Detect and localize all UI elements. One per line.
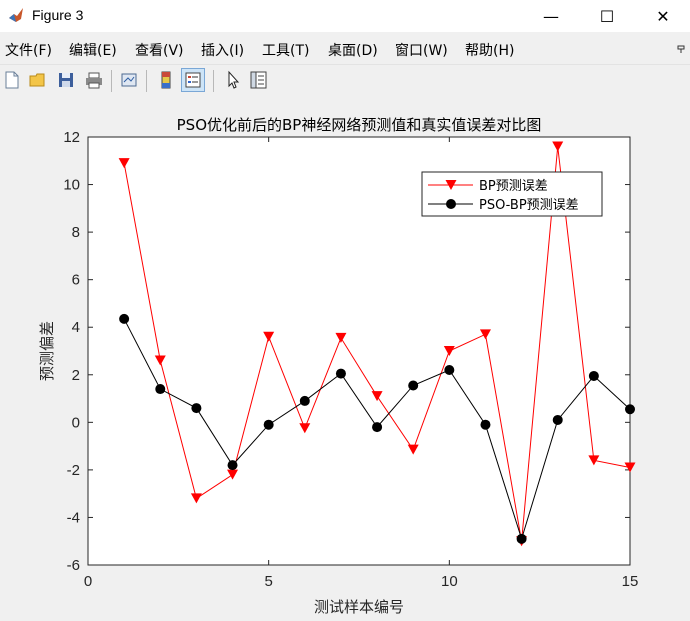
print-button[interactable]: [82, 68, 106, 92]
x-tick-label: 0: [84, 573, 92, 590]
title-bar: Figure 3 — ☐ ✕: [0, 0, 690, 32]
data-point-pso-bp: [119, 313, 130, 324]
menu-bar: 文件(F) 编辑(E) 查看(V) 插入(I) 工具(T) 桌面(D) 窗口(W…: [0, 32, 690, 64]
data-point-bp: [371, 391, 383, 402]
data-point-bp: [190, 493, 202, 504]
save-icon: [59, 73, 73, 87]
toolbar-separator: [146, 70, 147, 92]
x-tick-label: 15: [622, 573, 639, 590]
colorbar-icon: [161, 71, 171, 89]
menu-view[interactable]: 查看(V): [135, 43, 184, 59]
maximize-icon: ☐: [599, 6, 615, 26]
data-point-bp: [407, 444, 419, 455]
minimize-icon: —: [543, 6, 559, 26]
printer-icon: [86, 72, 102, 89]
matlab-icon: [9, 8, 23, 22]
legend-marker-pso: [446, 199, 456, 209]
menu-window[interactable]: 窗口(W): [395, 43, 448, 59]
colorbar-button[interactable]: [154, 68, 178, 92]
data-point-bp: [118, 158, 130, 169]
new-figure-button[interactable]: [0, 68, 24, 92]
x-tick-label: 10: [441, 573, 458, 590]
data-point-pso-bp: [552, 414, 563, 425]
data-point-pso-bp: [625, 404, 635, 415]
y-tick-label: 4: [72, 319, 80, 336]
y-tick-label: -6: [67, 557, 80, 574]
data-point-bp: [227, 469, 239, 480]
legend-label-pso: PSO-BP预测误差: [479, 198, 579, 213]
toolbar-separator: [111, 70, 112, 92]
close-button[interactable]: ✕: [640, 0, 686, 32]
y-tick-label: 6: [72, 272, 80, 289]
y-tick-label: 2: [72, 367, 80, 384]
series-layer: [118, 141, 636, 547]
data-point-bp: [154, 355, 166, 366]
data-point-bp: [552, 141, 564, 152]
menu-desktop[interactable]: 桌面(D): [328, 43, 378, 59]
data-point-bp: [263, 331, 275, 342]
pointer-icon: [228, 70, 240, 89]
property-inspector-button[interactable]: [246, 68, 270, 92]
data-point-bp: [299, 423, 311, 434]
figure-toolbar: [0, 64, 690, 97]
open-file-button[interactable]: [26, 68, 50, 92]
menu-edit[interactable]: 编辑(E): [69, 43, 117, 59]
data-point-pso-bp: [227, 460, 238, 471]
link-data-icon: [121, 73, 137, 87]
data-point-bp: [479, 329, 491, 340]
x-axis-label: 测试样本编号: [314, 598, 404, 616]
x-tick-label: 5: [264, 573, 272, 590]
y-tick-label: 0: [72, 414, 80, 431]
legend-icon: [185, 72, 201, 88]
data-point-pso-bp: [335, 368, 346, 379]
data-point-pso-bp: [155, 384, 166, 395]
y-tick-label: -2: [67, 462, 80, 479]
data-point-pso-bp: [480, 419, 491, 430]
data-point-pso-bp: [299, 395, 310, 406]
legend[interactable]: BP预测误差 PSO-BP预测误差: [421, 171, 603, 217]
save-button[interactable]: [54, 68, 78, 92]
maximize-button[interactable]: ☐: [584, 0, 630, 32]
data-point-bp: [624, 462, 636, 473]
new-figure-icon: [5, 71, 19, 89]
minimize-button[interactable]: —: [528, 0, 574, 32]
folder-icon: [29, 73, 45, 87]
close-icon: ✕: [656, 6, 670, 26]
menu-insert[interactable]: 插入(I): [201, 43, 245, 59]
property-inspector-icon: [250, 71, 267, 89]
data-point-pso-bp: [191, 403, 202, 414]
legend-label-bp: BP预测误差: [479, 179, 548, 194]
pin-icon[interactable]: [676, 44, 686, 54]
menu-file[interactable]: 文件(F): [5, 43, 52, 59]
data-point-pso-bp: [444, 365, 455, 376]
y-tick-label: 12: [63, 129, 80, 146]
chart-title: PSO优化前后的BP神经网络预测值和真实值误差对比图: [177, 116, 542, 134]
window-title: Figure 3: [32, 7, 84, 23]
data-point-pso-bp: [372, 422, 383, 433]
data-point-bp: [588, 455, 600, 466]
chart: 0 5 10 15 -6 -4 -2 0 2 4 6 8 10 12 PSO优化前后的BP神经网络预测值和…: [38, 116, 639, 616]
legend-button[interactable]: [181, 68, 205, 92]
menu-tools[interactable]: 工具(T): [262, 43, 310, 59]
data-point-pso-bp: [516, 533, 527, 544]
y-tick-label: 8: [72, 224, 80, 241]
pointer-button[interactable]: [221, 68, 245, 92]
data-point-pso-bp: [263, 419, 274, 430]
menu-help[interactable]: 帮助(H): [465, 43, 515, 59]
link-data-button[interactable]: [117, 68, 141, 92]
axes-box: [87, 136, 631, 566]
toolbar-separator: [213, 70, 214, 92]
y-tick-label: -4: [67, 509, 80, 526]
legend-marker-bp: [445, 180, 457, 190]
data-point-pso-bp: [408, 380, 419, 391]
data-point-pso-bp: [588, 370, 599, 381]
data-point-bp: [335, 332, 347, 343]
figure-canvas: 0 5 10 15 -6 -4 -2 0 2 4 6 8 10 12 PSO优化前后的BP神经网络预测值和…: [0, 97, 690, 617]
data-point-bp: [443, 346, 455, 356]
y-tick-label: 10: [63, 177, 80, 194]
y-axis-label: 预测偏差: [38, 321, 56, 381]
